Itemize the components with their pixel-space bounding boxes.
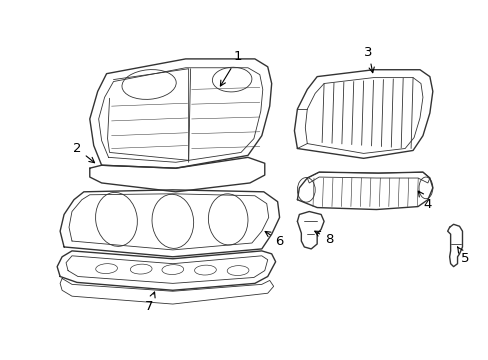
Text: 2: 2	[73, 142, 94, 163]
Text: 4: 4	[418, 191, 431, 211]
Text: 5: 5	[457, 247, 469, 265]
Text: 8: 8	[314, 231, 332, 246]
Text: 7: 7	[144, 292, 155, 312]
Text: 6: 6	[264, 231, 283, 248]
Text: 1: 1	[220, 50, 242, 86]
Text: 3: 3	[364, 45, 373, 73]
